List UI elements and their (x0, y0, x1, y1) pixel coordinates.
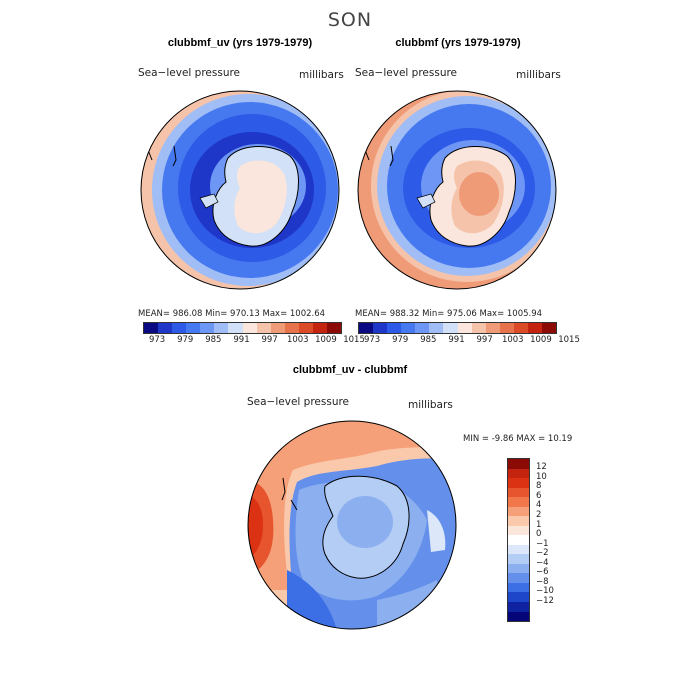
panel1-title: clubbmf_uv (yrs 1979-1979) (167, 37, 313, 49)
colorbar-swatch (200, 323, 215, 333)
colorbar-swatch (284, 323, 299, 333)
panel3-title: clubbmf_uv - clubbmf (292, 364, 408, 376)
colorbar-swatch (443, 323, 458, 333)
colorbar-tick-label: −4 (536, 557, 549, 568)
colorbar-swatch (508, 487, 529, 498)
colorbar-swatch (214, 323, 229, 333)
colorbar-tick-label: −12 (536, 595, 554, 606)
colorbar-swatch (256, 323, 271, 333)
colorbar-swatch (508, 478, 529, 488)
colorbar-swatch (508, 592, 529, 602)
colorbar-tick-label: 12 (536, 462, 547, 473)
colorbar-tick-label: 1009 (530, 335, 552, 345)
colorbar-tick-label: 991 (233, 335, 250, 345)
colorbar-tick-label: 973 (148, 335, 166, 345)
colorbar-tick-label: −1 (536, 538, 549, 549)
colorbar-swatch (144, 323, 159, 333)
colorbar-swatch (508, 506, 529, 517)
colorbar-swatch (508, 468, 529, 479)
panel2-variable-label: Sea−level pressure (355, 67, 458, 79)
panel2-title: clubbmf (yrs 1979-1979) (395, 37, 521, 49)
panel3-stats: MIN = -9.86 MAX = 10.19 (463, 434, 573, 444)
colorbar-swatch (471, 323, 486, 333)
colorbar-tick-label: 4 (536, 500, 542, 511)
colorbar-swatch (513, 323, 528, 333)
colorbar-swatch (373, 323, 388, 333)
colorbar-swatch (508, 516, 529, 526)
panel3-map (247, 420, 457, 630)
colorbar-tick-label: 979 (177, 335, 194, 345)
colorbar-swatch (508, 525, 529, 536)
colorbar-swatch (158, 323, 173, 333)
colorbar-swatch (508, 611, 529, 622)
colorbar-swatch (298, 323, 313, 333)
panel3-units-label: millibars (408, 399, 453, 411)
colorbar-swatch (312, 323, 328, 333)
colorbar-tick-label: 1003 (286, 335, 309, 345)
colorbar-swatch (542, 323, 557, 333)
colorbar-tick-label: 1015 (558, 335, 580, 345)
colorbar-swatch (508, 459, 529, 469)
colorbar-swatch (457, 323, 472, 333)
colorbar-tick-label: 8 (536, 481, 542, 492)
colorbar-swatch (499, 323, 514, 333)
panel2-stats: MEAN= 988.32 Min= 975.06 Max= 1005.94 (355, 309, 543, 319)
colorbar-tick-label: 991 (448, 335, 465, 345)
colorbar-swatch (172, 323, 187, 333)
colorbar-tick-label: 979 (392, 335, 409, 345)
colorbar-tick-label: 1015 (343, 335, 365, 345)
colorbar-swatch (270, 323, 285, 333)
panel3-colorbar-ticks: 12 10 8 6 4 2 1 0 −1 −2 −4 −6 −8 −10 −12 (536, 458, 576, 620)
colorbar-tick-label: 1 (536, 519, 542, 530)
panel1-map (140, 90, 340, 290)
colorbar-tick-label: 0 (536, 529, 542, 540)
colorbar-swatch (359, 323, 374, 333)
colorbar-swatch (508, 601, 529, 612)
colorbar-swatch (228, 323, 243, 333)
colorbar-tick-label: 6 (536, 490, 542, 501)
colorbar-tick-label: 997 (261, 335, 278, 345)
colorbar-tick-label: −2 (536, 548, 549, 559)
panel1-colorbar-ticks: 973 979 985 991 997 1003 1009 1015 (143, 335, 365, 347)
colorbar-tick-label: 985 (205, 335, 222, 345)
panel1-colorbar (143, 322, 342, 334)
colorbar-swatch (186, 323, 201, 333)
colorbar-tick-label: 985 (420, 335, 437, 345)
colorbar-tick-label: 1003 (501, 335, 524, 345)
colorbar-swatch (508, 563, 529, 574)
figure-title: SON (327, 9, 373, 31)
panel2-colorbar-ticks: 973 979 985 991 997 1003 1009 1015 (358, 335, 580, 347)
panel2-colorbar (358, 322, 557, 334)
colorbar-swatch (508, 497, 529, 507)
colorbar-swatch (508, 535, 529, 545)
panel1-variable-label: Sea−level pressure (138, 67, 241, 79)
colorbar-swatch (415, 323, 430, 333)
colorbar-swatch (401, 323, 416, 333)
colorbar-swatch (508, 582, 529, 593)
colorbar-swatch (508, 573, 529, 583)
colorbar-swatch (527, 323, 543, 333)
colorbar-swatch (387, 323, 402, 333)
panel3-colorbar (507, 458, 530, 622)
colorbar-swatch (508, 554, 529, 564)
panel1-units-label: millibars (299, 69, 344, 81)
colorbar-tick-label: −6 (536, 567, 549, 578)
panel2-map (357, 90, 557, 290)
colorbar-tick-label: 10 (536, 471, 547, 482)
colorbar-tick-label: 997 (476, 335, 493, 345)
panel1-stats: MEAN= 986.08 Min= 970.13 Max= 1002.64 (138, 309, 326, 319)
colorbar-swatch (508, 544, 529, 555)
colorbar-swatch (327, 323, 342, 333)
colorbar-swatch (485, 323, 500, 333)
colorbar-tick-label: −10 (536, 586, 554, 597)
colorbar-tick-label: 973 (363, 335, 381, 345)
panel3-variable-label: Sea−level pressure (247, 396, 350, 408)
colorbar-tick-label: 2 (536, 509, 542, 520)
colorbar-swatch (242, 323, 257, 333)
colorbar-tick-label: 1009 (315, 335, 337, 345)
colorbar-swatch (429, 323, 444, 333)
panel2-units-label: millibars (516, 69, 561, 81)
colorbar-tick-label: −8 (536, 576, 549, 587)
